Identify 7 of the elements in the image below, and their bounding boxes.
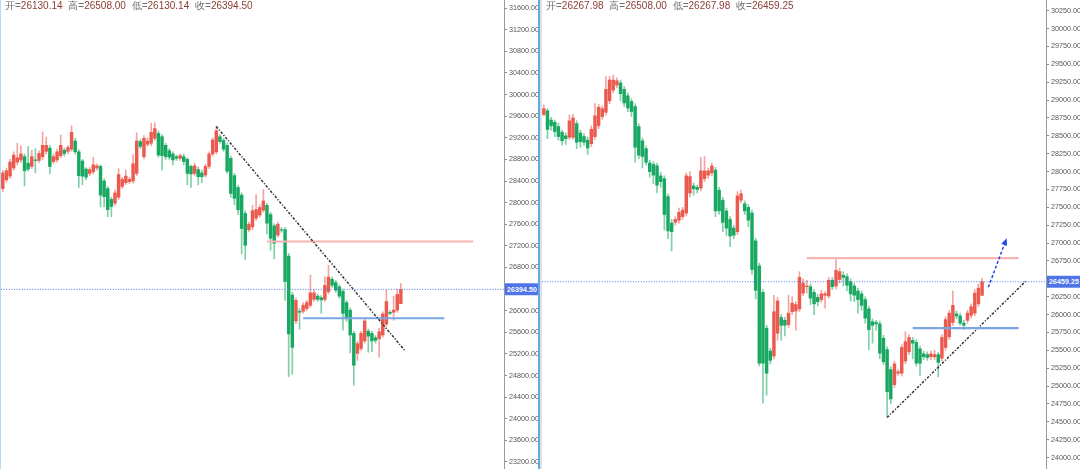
candlestick (910, 337, 915, 360)
annotation: 开=26130.14 高=26508.00 低=26130.14 收=26394.50 (5, 0, 253, 11)
annotation: 开=26267.98 高=26508.00 低=26267.98 收=26459.25 (546, 0, 794, 11)
candlestick (319, 295, 323, 314)
candlestick (841, 271, 846, 287)
candlestick (874, 319, 878, 331)
candlestick (26, 146, 30, 172)
